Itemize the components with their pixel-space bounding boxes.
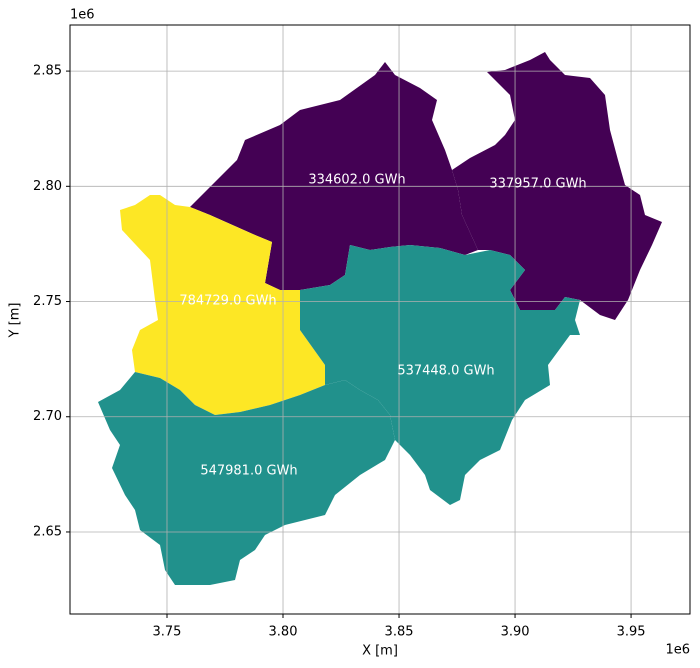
region-label: 537448.0 GWh xyxy=(397,364,494,379)
y-tick-label: 2.85 xyxy=(33,64,62,79)
region xyxy=(120,195,325,415)
x-axis-label: X [m] xyxy=(362,644,398,659)
region xyxy=(190,62,478,290)
y-tick-label: 2.65 xyxy=(33,524,62,539)
region-label: 337957.0 GWh xyxy=(489,177,586,192)
regions xyxy=(98,52,662,585)
plot-frame xyxy=(69,24,691,615)
x-tick-label: 3.75 xyxy=(153,625,182,640)
grid xyxy=(70,25,690,614)
y-axis-offset: 1e6 xyxy=(70,8,95,23)
region xyxy=(300,245,580,505)
y-axis-label: Y [m] xyxy=(8,303,23,339)
region-label: 334602.0 GWh xyxy=(308,173,405,188)
ticks: 3.75 3.80 3.85 3.90 3.95 2.65 2.70 2.75 2.80 2.85 xyxy=(33,64,645,640)
x-tick-label: 3.95 xyxy=(617,625,646,640)
region-labels: 334602.0 GWh 337957.0 GWh 784729.0 GWh 5… xyxy=(179,173,586,479)
x-tick-label: 3.85 xyxy=(385,625,414,640)
x-tick-label: 3.90 xyxy=(501,625,530,640)
region-label: 547981.0 GWh xyxy=(200,464,297,479)
x-axis-offset: 1e6 xyxy=(665,643,690,658)
y-tick-label: 2.80 xyxy=(33,179,62,194)
x-tick-label: 3.80 xyxy=(269,625,298,640)
y-tick-label: 2.75 xyxy=(33,294,62,309)
region-label: 784729.0 GWh xyxy=(179,294,276,309)
y-tick-label: 2.70 xyxy=(33,409,62,424)
